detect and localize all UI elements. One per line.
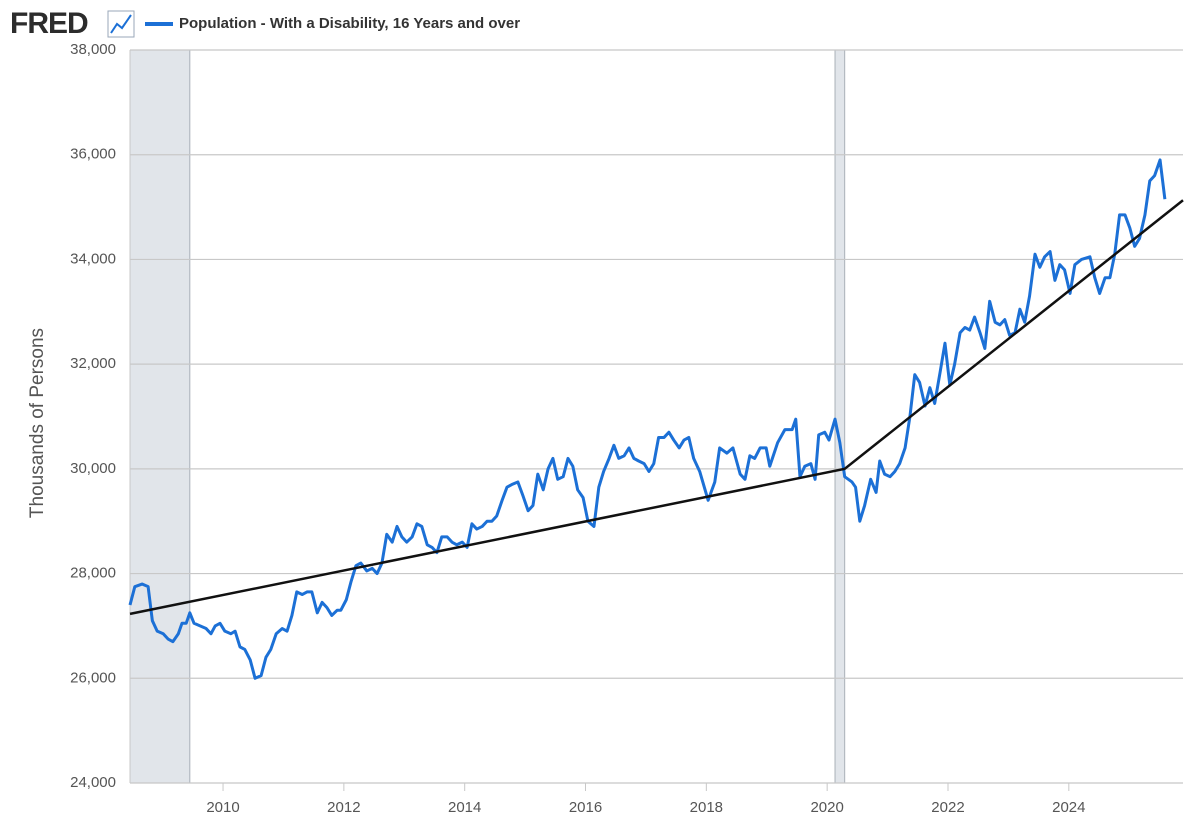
y-tick-label: 32,000 xyxy=(70,355,116,372)
y-tick-label: 26,000 xyxy=(70,669,116,686)
x-tick-label: 2022 xyxy=(931,799,964,816)
y-tick-label: 28,000 xyxy=(70,565,116,582)
recession-band xyxy=(835,50,845,783)
y-tick-label: 34,000 xyxy=(70,250,116,267)
x-tick-label: 2020 xyxy=(810,799,843,816)
fred-logo: FRED xyxy=(10,7,135,40)
trend-line xyxy=(129,199,1184,616)
legend-label: Population - With a Disability, 16 Years… xyxy=(179,15,520,32)
logo-icon-line xyxy=(110,14,132,34)
x-tick-label: 2024 xyxy=(1052,799,1085,816)
y-tick-label: 36,000 xyxy=(70,146,116,163)
recession-band xyxy=(130,50,190,783)
x-tick-label: 2010 xyxy=(206,799,239,816)
x-tick-label: 2016 xyxy=(569,799,602,816)
y-tick-label: 24,000 xyxy=(70,774,116,791)
x-tick-label: 2018 xyxy=(690,799,723,816)
data-line xyxy=(128,158,1167,680)
y-tick-label: 30,000 xyxy=(70,460,116,477)
y-axis-label: Thousands of Persons xyxy=(27,328,48,518)
logo-text: FRED xyxy=(10,7,88,40)
y-tick-label: 38,000 xyxy=(70,41,116,58)
x-tick-label: 2014 xyxy=(448,799,481,816)
x-tick-label: 2012 xyxy=(327,799,360,816)
